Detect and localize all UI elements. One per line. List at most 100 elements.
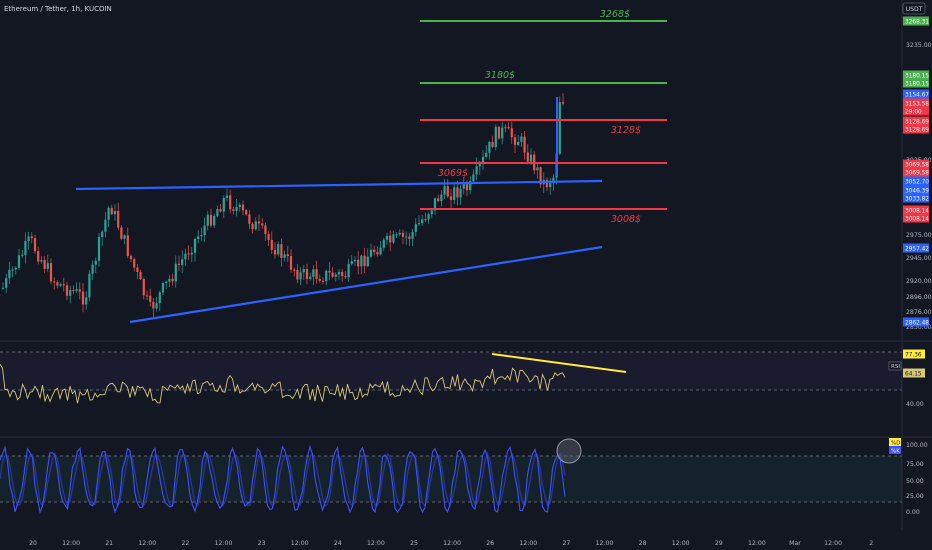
candle-body	[501, 127, 504, 139]
price-label-box	[903, 205, 929, 215]
time-tick-label: 27	[562, 540, 570, 547]
candle-body	[216, 209, 219, 216]
candle-body	[155, 303, 158, 309]
rsi-value-box	[903, 349, 925, 359]
candle-body	[37, 251, 40, 262]
rsi-tick-label: 40.00	[906, 401, 924, 408]
time-axis: 20 12:00 21 12:00 22 12:00 23 12:00 24 12:00 25 12:…	[29, 540, 873, 547]
price-tick-label: 2975.00	[906, 232, 932, 239]
trendlines[interactable]	[75, 179, 603, 324]
price-tick-label: 2945.00	[906, 255, 932, 262]
price-label-text: 3069.58	[905, 162, 929, 168]
candle-body	[462, 184, 465, 189]
stoch-tick-label: 25.00	[906, 493, 924, 500]
candle-body	[379, 247, 382, 255]
candle-body	[494, 126, 497, 148]
price-tick-label: 2920.00	[906, 278, 932, 285]
stoch-legend-box[interactable]	[889, 438, 901, 446]
price-tick-label: 2896.00	[906, 294, 932, 301]
candle-body	[347, 263, 350, 278]
candle-body	[245, 210, 248, 215]
candle-body	[251, 223, 254, 230]
time-tick-label: 2	[869, 540, 873, 547]
time-tick-label: 12:00	[596, 540, 614, 547]
candle-body	[299, 272, 302, 280]
time-tick-label: 28	[639, 540, 647, 547]
candle-body	[395, 234, 398, 236]
candle-body	[65, 285, 69, 296]
lower-trendline[interactable]	[129, 245, 603, 324]
candle-body	[446, 186, 449, 197]
candle-body	[5, 278, 8, 288]
candle-body	[72, 290, 75, 292]
currency-button[interactable]: USDT	[902, 2, 926, 15]
candle-body	[101, 231, 104, 237]
candle-body	[126, 235, 129, 256]
candle-body	[449, 196, 453, 200]
candle-body	[235, 207, 238, 211]
stoch-legend-label[interactable]: %K	[891, 448, 900, 454]
stoch-axis: 100.00 75.00 50.00 25.00 0.00 %D %K	[889, 438, 928, 516]
price-levels[interactable]: 3268$ 3180$ 3128$ 3069$ 3008$	[420, 9, 667, 225]
candle-body	[40, 259, 43, 262]
stoch-highlight-circle[interactable]	[556, 438, 582, 464]
price-label-box	[903, 176, 929, 186]
time-tick-label: 20	[29, 540, 37, 547]
time-tick-label: 24	[334, 540, 342, 547]
candle-body	[497, 126, 501, 139]
candle-body	[443, 186, 446, 195]
candle-body	[485, 152, 488, 157]
candle-body	[341, 271, 344, 277]
rsi-value-text: 77.36	[905, 352, 922, 358]
time-tick-label: 12:00	[748, 540, 766, 547]
time-tick-label: 23	[258, 540, 266, 547]
price-label-text: 3154.67	[905, 92, 929, 98]
candle-body	[440, 194, 443, 202]
rsi-legend-box[interactable]	[888, 361, 902, 371]
candle-body	[267, 234, 270, 240]
candle-body	[334, 274, 337, 277]
candle-body	[424, 219, 427, 221]
candle-body	[456, 187, 459, 198]
time-tick-label: 12:00	[367, 540, 385, 547]
candle-body	[110, 207, 113, 215]
candle-body	[248, 214, 251, 224]
candle-body	[270, 239, 273, 250]
stoch-d-line	[0, 451, 566, 509]
candle-body	[56, 282, 59, 286]
candle-body	[168, 278, 171, 282]
stoch-legend-label[interactable]: %D	[891, 440, 900, 446]
price-label-text: 3046.39	[905, 188, 929, 194]
price-label-box	[903, 98, 929, 108]
candle-body	[385, 235, 389, 240]
upper-trendline[interactable]	[75, 179, 603, 191]
candle-body	[219, 209, 222, 212]
price-label-text: 3008.14	[905, 216, 929, 222]
price-label-text: 29:00	[905, 109, 922, 115]
candle-body	[91, 264, 94, 274]
price-tick-label: 2850.00	[906, 324, 932, 331]
candle-body	[43, 259, 46, 269]
candle-body	[145, 295, 149, 297]
candle-body	[366, 256, 369, 267]
candle-body	[328, 270, 331, 273]
time-tick-label: 12:00	[138, 540, 156, 547]
rsi-legend-label[interactable]: RSI	[891, 364, 900, 370]
candle-body	[264, 225, 267, 235]
stoch-tick-label: 50.00	[906, 478, 924, 485]
rsi-value-box	[903, 368, 925, 378]
rsi-trendline[interactable]	[491, 353, 627, 373]
candle-body	[46, 263, 49, 269]
stoch-legend-box[interactable]	[889, 446, 901, 454]
candle-body	[184, 253, 187, 260]
candle-body	[321, 280, 325, 282]
time-tick-label: 12:00	[62, 540, 80, 547]
candle-body	[421, 219, 424, 224]
candle-body	[49, 263, 53, 282]
time-tick-label: 12:00	[824, 540, 842, 547]
candle-body	[312, 269, 315, 277]
currency-button-bg[interactable]	[902, 2, 926, 15]
candle-body	[363, 255, 366, 267]
currency-button-label[interactable]: USDT	[906, 6, 923, 13]
